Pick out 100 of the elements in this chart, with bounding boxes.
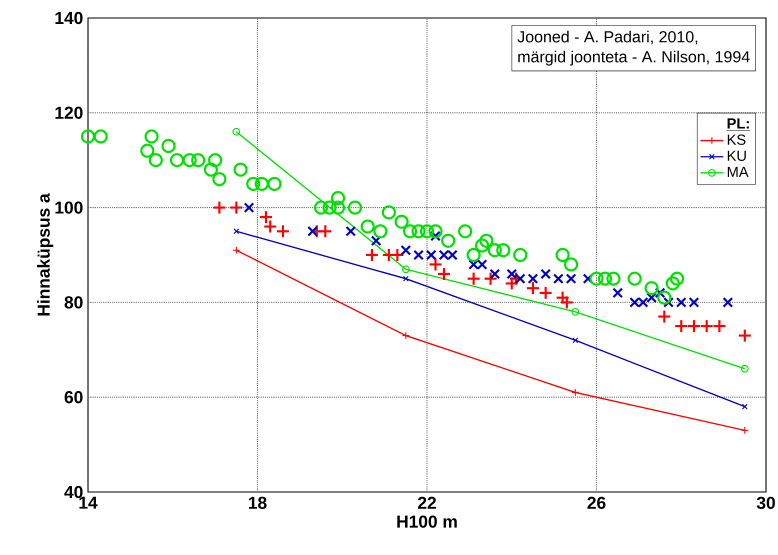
point	[233, 228, 240, 234]
point	[738, 328, 752, 343]
point	[330, 191, 346, 206]
point	[657, 310, 672, 324]
point	[330, 200, 346, 215]
point	[314, 200, 328, 215]
legend-label: KU	[728, 150, 746, 161]
point	[212, 200, 226, 215]
point	[572, 337, 578, 344]
point	[307, 226, 318, 237]
point	[538, 286, 553, 300]
point	[540, 268, 551, 280]
point	[402, 276, 409, 282]
point	[360, 219, 375, 234]
point	[670, 272, 684, 286]
point	[674, 319, 688, 334]
point	[402, 224, 418, 238]
x-tick-label: 14	[79, 496, 98, 509]
x-tick-label: 26	[587, 496, 606, 509]
x-tick-label: 22	[418, 496, 436, 509]
point	[479, 234, 494, 248]
point	[426, 250, 437, 260]
point	[428, 257, 443, 272]
y-tick-label: 60	[64, 391, 83, 404]
point	[94, 129, 108, 144]
point	[318, 224, 332, 238]
point	[233, 162, 248, 177]
point	[420, 224, 434, 238]
point	[582, 273, 594, 284]
y-tick-label: 100	[55, 201, 83, 214]
point	[528, 273, 538, 284]
point	[571, 308, 580, 316]
point	[348, 200, 362, 215]
legend-label: KS	[728, 134, 746, 145]
x-tick-label: 30	[756, 496, 775, 509]
point	[400, 244, 412, 256]
point	[402, 332, 410, 340]
point	[712, 319, 726, 334]
point	[514, 273, 526, 284]
point	[526, 281, 540, 296]
y-tick-label: 120	[55, 106, 83, 119]
point	[232, 246, 240, 254]
point	[232, 128, 240, 136]
point	[182, 153, 197, 168]
point	[148, 153, 163, 168]
point	[364, 248, 379, 262]
point	[458, 224, 472, 238]
point	[483, 272, 498, 286]
point	[466, 272, 481, 286]
point	[742, 404, 748, 410]
point	[322, 200, 337, 215]
point	[276, 224, 290, 238]
point	[564, 257, 578, 272]
annotation: märgid joonteta - A. Nilson, 1994	[518, 50, 750, 66]
point	[612, 288, 623, 298]
point	[657, 290, 672, 305]
point	[644, 281, 659, 296]
point	[566, 273, 576, 284]
point	[553, 273, 564, 284]
point	[229, 200, 244, 215]
point	[571, 388, 580, 396]
point	[646, 292, 657, 303]
point	[488, 243, 502, 258]
point	[208, 153, 222, 168]
point	[666, 276, 680, 290]
point	[628, 272, 642, 286]
point	[161, 138, 176, 154]
point	[80, 129, 96, 144]
point	[700, 319, 714, 334]
point	[428, 224, 443, 238]
point	[436, 266, 452, 282]
x-axis-title: H100 m	[397, 515, 457, 528]
point	[513, 248, 528, 262]
point	[740, 426, 749, 434]
point	[589, 272, 604, 286]
point	[370, 235, 382, 246]
point	[170, 153, 184, 168]
point	[212, 172, 226, 186]
point	[254, 176, 269, 191]
point	[413, 250, 424, 260]
point	[722, 297, 734, 308]
legend-title: PL:	[728, 118, 749, 128]
point	[688, 297, 700, 308]
y-tick-label: 140	[55, 12, 83, 24]
point	[204, 162, 218, 177]
point	[373, 224, 388, 238]
point	[598, 272, 612, 286]
point	[489, 268, 500, 280]
point	[246, 176, 260, 191]
point	[345, 226, 356, 237]
point	[475, 238, 490, 253]
point	[740, 364, 749, 373]
point	[686, 319, 702, 334]
point	[506, 268, 518, 280]
point	[144, 129, 159, 144]
y-tick-label: 80	[64, 296, 83, 309]
point	[496, 243, 510, 258]
point	[394, 214, 409, 229]
point	[606, 272, 621, 286]
point	[244, 202, 254, 213]
